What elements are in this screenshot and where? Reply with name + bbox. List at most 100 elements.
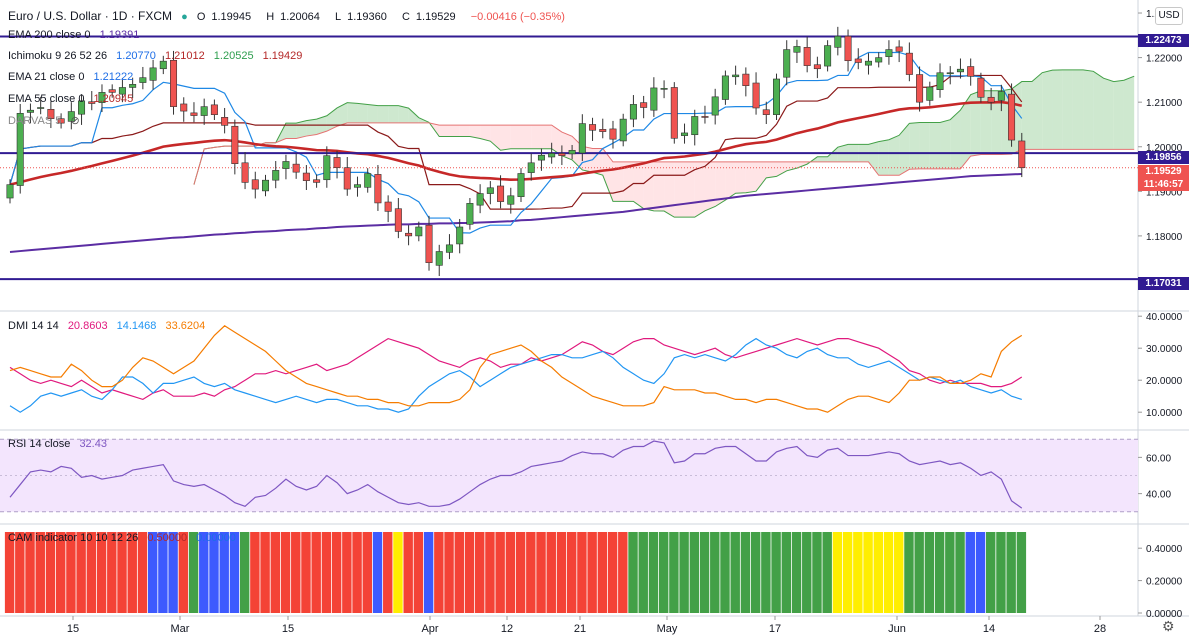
candle-body <box>200 106 208 116</box>
time-tick-label: 15 <box>67 623 79 635</box>
ema55-value: 1.20945 <box>93 93 134 105</box>
darvas-name: DARVAS 5 <box>8 115 62 127</box>
candle-body <box>844 35 852 62</box>
candle-body <box>813 64 821 70</box>
cam-bar <box>720 532 730 613</box>
candle-body <box>824 45 832 67</box>
candle-body <box>732 74 740 78</box>
cam-bar <box>750 532 761 613</box>
candle-body <box>57 118 65 124</box>
candle-body <box>762 109 770 115</box>
candle-body <box>210 104 218 115</box>
cam-bar <box>15 532 25 613</box>
candle-body <box>650 87 658 111</box>
candle-body <box>721 75 729 100</box>
ichimoku-cloud-segment <box>1083 69 1094 150</box>
ichimoku-legend[interactable]: Ichimoku 9 26 52 26 1.20770 1.21012 1.20… <box>8 50 308 62</box>
darvas-legend[interactable]: DARVAS 5 ⊘ <box>8 114 86 127</box>
candle-body <box>241 162 249 183</box>
ichimoku-cloud-segment <box>602 148 613 202</box>
hidden-eye-icon[interactable]: ⊘ <box>70 115 80 127</box>
candle-body <box>282 161 290 169</box>
ichimoku-cloud-segment <box>1052 69 1063 150</box>
cam-bar <box>587 532 597 613</box>
cam-bar <box>280 532 291 613</box>
dmi-tick-label: 40.0000 <box>1146 312 1183 323</box>
cam-legend[interactable]: CAM indicator 10 10 12 26 0.50000 0.0000… <box>8 532 242 544</box>
settings-gear-icon[interactable]: ⚙ <box>1162 618 1175 634</box>
ema200-legend[interactable]: EMA 200 close 0 1.19391 <box>8 29 145 41</box>
candle-body <box>936 72 944 90</box>
candle-body <box>180 103 188 112</box>
candle-body <box>384 201 392 212</box>
candle-body <box>599 129 607 132</box>
cam-bar <box>996 532 1006 613</box>
ichimoku-cloud-segment <box>469 125 481 139</box>
price-tick-label: 1.18000 <box>1146 232 1183 243</box>
cam-bar <box>924 532 935 613</box>
candle-body <box>926 86 934 101</box>
cam-bar <box>955 532 965 613</box>
cam-bar <box>464 532 475 613</box>
ichimoku-cloud-segment <box>940 119 951 169</box>
cam-bar <box>55 532 66 613</box>
candle-body <box>997 91 1005 101</box>
cam-bar <box>975 532 986 613</box>
rsi-line <box>9 440 1023 509</box>
ema55-line <box>9 100 1023 186</box>
cam-tick-label: 0.00000 <box>1146 609 1183 620</box>
candle-body <box>772 78 780 115</box>
candle-body <box>323 155 331 181</box>
cam-bar <box>434 532 444 613</box>
rsi-legend[interactable]: RSI 14 close 32.43 <box>8 438 113 450</box>
candle-body <box>548 153 556 158</box>
ichimoku-cloud-segment <box>970 90 981 157</box>
ichimoku-cloud-segment <box>674 161 685 218</box>
candle-body <box>895 46 903 52</box>
ichimoku-cloud-segment <box>909 122 920 170</box>
cam-bar <box>76 532 86 613</box>
cam-bar <box>485 532 495 613</box>
cam-bar <box>832 532 843 613</box>
cam-bar <box>526 532 536 613</box>
ema21-legend[interactable]: EMA 21 close 0 1.21222 <box>8 71 139 83</box>
ichimoku-cloud-segment <box>459 125 470 137</box>
candle-body <box>905 52 913 75</box>
candle-body <box>527 162 535 173</box>
cam-bar <box>986 532 996 613</box>
candle-body <box>537 154 545 161</box>
ichimoku-cloud-segment <box>388 105 399 123</box>
candle-body <box>517 173 525 197</box>
ichimoku-cloud-segment <box>592 148 603 176</box>
cam-bar <box>158 532 168 613</box>
currency-button[interactable]: USD <box>1155 7 1183 25</box>
ichimoku-cloud-segment <box>306 119 317 137</box>
dmi-series-line <box>9 337 1023 401</box>
cam-bar <box>710 532 720 613</box>
dmi-legend[interactable]: DMI 14 14 20.8603 14.1468 33.6204 <box>8 320 211 332</box>
time-tick-label: 12 <box>501 623 513 635</box>
candle-body <box>374 174 382 204</box>
cam-bar <box>730 532 740 613</box>
ichimoku-cloud-segment <box>919 122 930 169</box>
dmi-plus-value: 20.8603 <box>67 320 108 332</box>
candle-body <box>445 244 453 253</box>
price-tick-label: 1.20000 <box>1146 143 1183 154</box>
cam-bar <box>4 532 15 613</box>
candle-body <box>742 73 750 86</box>
rsi-tick-label: 40.00 <box>1146 490 1171 501</box>
candle-body <box>364 173 372 188</box>
ichimoku-cloud-segment <box>1062 69 1073 150</box>
ichimoku-cloud-segment <box>500 125 511 151</box>
candle-body <box>619 118 627 142</box>
cam-bar <box>812 532 822 613</box>
ichimoku-cloud-segment <box>408 108 419 123</box>
ema55-legend[interactable]: EMA 55 close 0 1.20945 <box>8 93 139 105</box>
cam-bar <box>628 532 638 613</box>
dmi-series-line <box>9 325 1023 413</box>
symbol-header: Euro / U.S. Dollar · 1D · FXCM ● O 1.1994… <box>8 9 571 23</box>
candle-body <box>1018 140 1026 169</box>
candle-body <box>292 163 300 173</box>
candle-body <box>885 49 893 58</box>
